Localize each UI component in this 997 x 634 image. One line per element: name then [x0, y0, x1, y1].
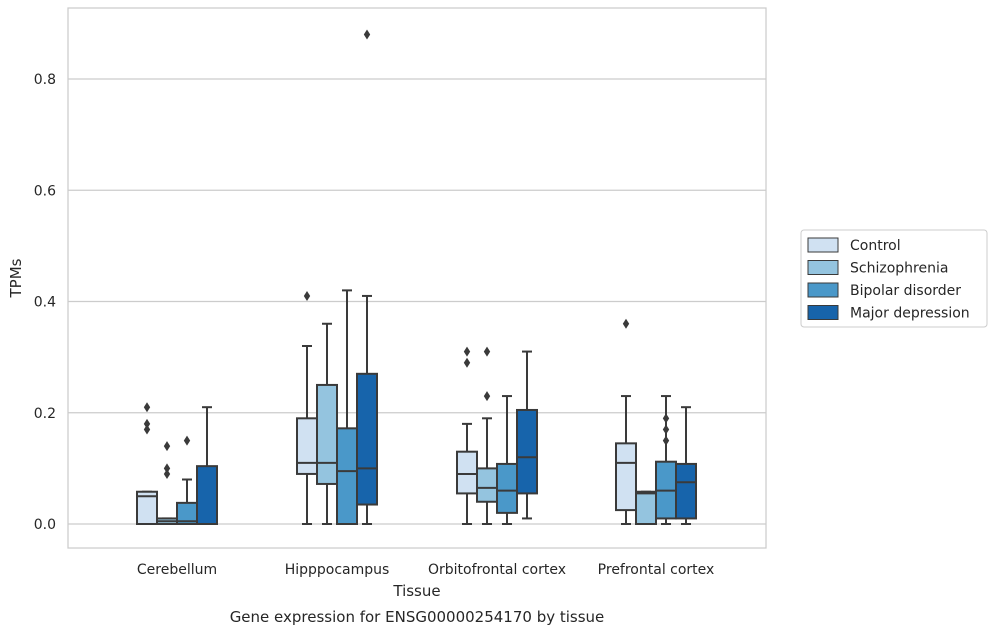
box	[176, 435, 198, 525]
x-axis-label: Tissue	[392, 582, 440, 600]
box-iqr	[336, 427, 358, 526]
outlier-point	[163, 441, 171, 452]
box-series	[136, 29, 697, 526]
box	[356, 29, 378, 525]
outlier-point	[363, 29, 371, 40]
box	[476, 346, 498, 525]
box-iqr	[615, 442, 637, 512]
series-schizophrenia	[156, 322, 657, 525]
legend-label: Major depression	[850, 306, 970, 322]
legend-label: Control	[850, 238, 901, 254]
box	[496, 395, 518, 525]
box	[156, 441, 178, 525]
box	[456, 346, 478, 525]
legend-item: Control	[807, 237, 901, 254]
y-tick-label: 0.8	[34, 72, 56, 88]
legend-swatch	[807, 282, 839, 298]
outlier-point	[143, 418, 151, 429]
x-tick-label: Prefrontal cortex	[598, 562, 715, 578]
box	[615, 318, 637, 525]
box	[336, 289, 358, 526]
outlier-point	[463, 357, 471, 368]
chart-caption: Gene expression for ENSG00000254170 by t…	[230, 608, 605, 626]
legend-items: Control Schizophrenia Bipolar disorder Majo…	[807, 237, 970, 322]
box	[136, 402, 158, 525]
y-axis-ticks: 0.0 0.2 0.4 0.6 0.8	[34, 72, 56, 533]
x-tick-label: Hipppocampus	[285, 562, 390, 578]
grid-lines	[68, 78, 766, 525]
box	[296, 290, 318, 525]
box	[316, 322, 338, 525]
legend-swatch	[807, 305, 839, 320]
legend-swatch	[807, 260, 839, 275]
y-axis-label: TPMs	[7, 258, 25, 298]
outlier-point	[143, 424, 151, 435]
outlier-point	[483, 346, 491, 357]
legend-label: Bipolar disorder	[850, 283, 961, 299]
box-iqr	[196, 465, 218, 525]
outlier-point	[303, 290, 311, 301]
y-tick-label: 0.4	[34, 295, 56, 311]
x-tick-label: Orbitofrontal cortex	[428, 562, 566, 578]
box-iqr	[496, 462, 518, 514]
outlier-point	[662, 424, 670, 435]
box	[196, 406, 218, 525]
series-control	[136, 290, 637, 525]
outlier-point	[463, 346, 471, 357]
outlier-point	[483, 391, 491, 402]
y-tick-label: 0.0	[34, 517, 56, 533]
legend-swatch	[807, 237, 839, 253]
box	[655, 395, 677, 525]
y-tick-label: 0.2	[34, 406, 56, 422]
box	[516, 350, 538, 520]
box-iqr	[316, 383, 338, 485]
legend-item: Schizophrenia	[807, 260, 948, 277]
x-tick-label: Cerebellum	[137, 562, 217, 578]
box-iqr	[516, 408, 538, 495]
series-major-depression	[196, 29, 697, 525]
box-iqr	[136, 490, 158, 525]
box	[635, 490, 657, 525]
outlier-point	[183, 435, 191, 446]
plot-area-frame	[67, 7, 767, 549]
outlier-point	[662, 413, 670, 424]
box-iqr	[675, 462, 697, 520]
box-iqr	[296, 417, 318, 475]
legend-label: Schizophrenia	[850, 261, 948, 277]
box-iqr	[456, 450, 478, 495]
legend-frame	[800, 229, 988, 328]
legend-item: Major depression	[807, 305, 970, 322]
y-tick-label: 0.6	[34, 183, 56, 199]
x-axis-ticks: Cerebellum Hipppocampus Orbitofrontal cort…	[137, 562, 714, 578]
box-iqr	[476, 467, 498, 503]
legend: Control Schizophrenia Bipolar disorder Majo…	[800, 229, 988, 328]
box-iqr	[356, 372, 378, 506]
outlier-point	[163, 468, 171, 479]
series-bipolar-disorder	[176, 289, 677, 526]
outlier-point	[163, 463, 171, 474]
legend-item: Bipolar disorder	[807, 282, 961, 299]
box	[675, 406, 697, 525]
outlier-point	[622, 318, 630, 329]
outlier-point	[662, 435, 670, 446]
outlier-point	[143, 402, 151, 413]
box-iqr	[635, 490, 657, 525]
